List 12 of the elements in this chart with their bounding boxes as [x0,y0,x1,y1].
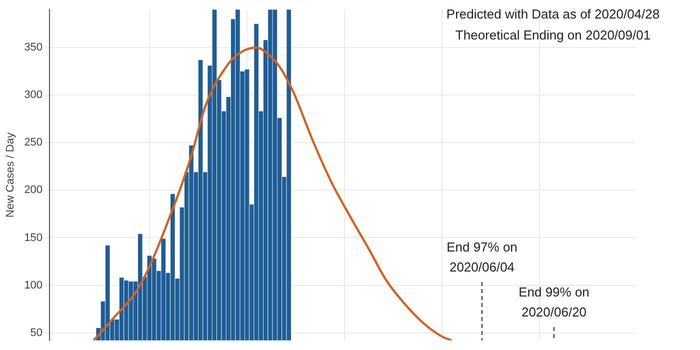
annotation: End 99% on 2020/06/20 [518,284,590,320]
annotation: Theoretical Ending on 2020/09/01 [455,28,651,43]
y-tick-label: 100 [24,279,43,292]
y-tick-label: 350 [24,42,43,54]
y-tick-label: 250 [24,136,43,149]
annotation: Predicted with Data as of 2020/04/28 [446,6,660,22]
y-tick-label: 150 [24,232,43,244]
y-axis-title: New Cases / Day [4,132,17,218]
y-tick-label: 300 [24,89,43,102]
y-tick-label: 50 [30,326,43,339]
y-tick-label: 200 [24,184,43,196]
annotation: End 97% on 2020/06/04 [446,240,518,275]
